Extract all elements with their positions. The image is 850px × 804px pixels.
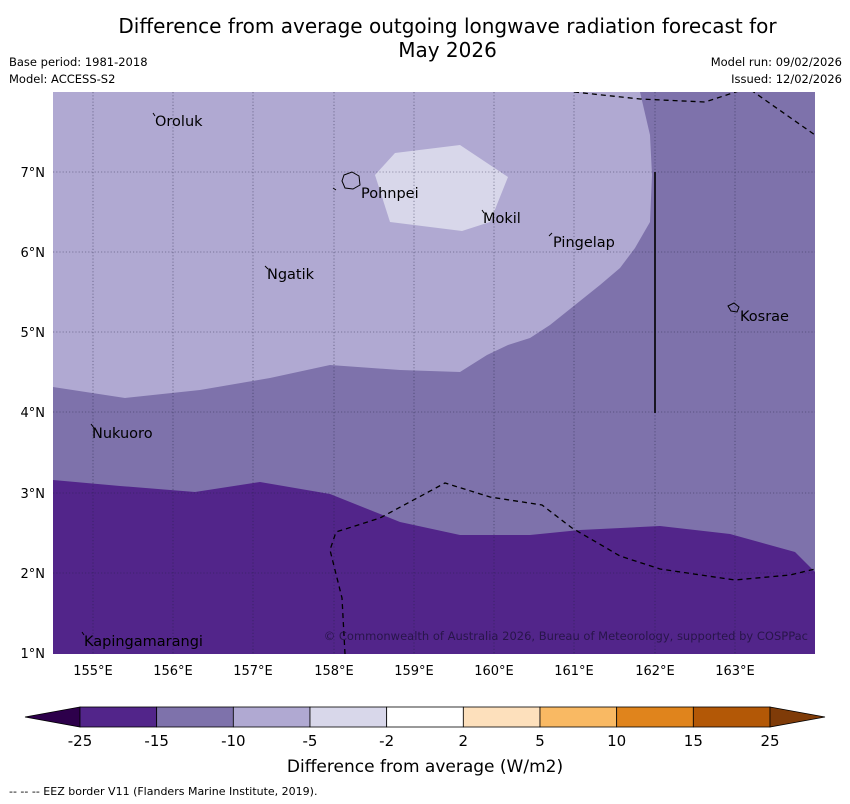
- lat-label: 1°N: [21, 647, 46, 662]
- lon-label: 157°E: [233, 664, 273, 679]
- colorbar-segment: [386, 706, 464, 728]
- lat-label: 3°N: [21, 487, 46, 502]
- lon-label: 161°E: [554, 664, 594, 679]
- label-oroluk: Oroluk: [155, 114, 203, 130]
- label-mokil: Mokil: [483, 211, 521, 227]
- colorbar-segment: [309, 706, 388, 728]
- colorbar-segment: [616, 706, 694, 728]
- label-ngatik: Ngatik: [267, 267, 315, 283]
- lon-label: 159°E: [394, 664, 434, 679]
- label-pohnpei: Pohnpei: [361, 186, 419, 202]
- lat-label: 7°N: [21, 166, 46, 181]
- colorbar-tick-label: 15: [684, 732, 703, 750]
- colorbar-segment: [156, 706, 234, 728]
- region-pale-negative: [375, 145, 508, 231]
- map-panel: Oroluk Pohnpei Mokil Pingelap Ngatik Kos…: [53, 92, 815, 654]
- label-kosrae: Kosrae: [740, 309, 789, 325]
- colorbar-extend-low: [24, 706, 81, 728]
- lon-label: 156°E: [153, 664, 193, 679]
- latitude-labels: 7°N 6°N 5°N 4°N 3°N 2°N 1°N: [21, 166, 46, 662]
- meta-left: Base period: 1981-2018 Model: ACCESS-S2: [9, 54, 148, 88]
- colorbar-segment: [79, 706, 158, 728]
- copyright-text: © Commonwealth of Australia 2026, Bureau…: [324, 629, 808, 643]
- colorbar-segment: [462, 706, 541, 728]
- pohnpei-island-outline: [341, 171, 361, 190]
- kosrae-island-outline: [727, 302, 740, 313]
- colorbar-label: Difference from average (W/m2): [287, 757, 563, 777]
- colorbar-tick-label: -15: [144, 732, 169, 750]
- eez-border-south: [329, 482, 815, 654]
- lat-label: 4°N: [21, 406, 46, 421]
- map-title: Difference from average outgoing longwav…: [0, 14, 850, 62]
- place-labels: Oroluk Pohnpei Mokil Pingelap Ngatik Kos…: [84, 114, 789, 650]
- model-run: Model run: 09/02/2026: [710, 55, 842, 69]
- colorbar-tick-label: 10: [607, 732, 626, 750]
- colorbar-tick-label: -2: [379, 732, 394, 750]
- eez-border-legend: -- -- -- EEZ border V11 (Flanders Marine…: [9, 785, 318, 798]
- colorbar: -25 -15 -10 -5 -2 2 5 10 15 25: [24, 706, 826, 750]
- colorbar-extend-high: [769, 706, 826, 728]
- colorbar-segment: [232, 706, 311, 728]
- label-pingelap: Pingelap: [553, 235, 615, 251]
- lat-label: 6°N: [21, 246, 46, 261]
- title-line-2: May 2026: [398, 38, 497, 62]
- label-kapingamarangi: Kapingamarangi: [84, 634, 203, 650]
- colorbar-tick-label: -25: [68, 732, 93, 750]
- eez-borders: [329, 92, 815, 654]
- base-period: Base period: 1981-2018: [9, 55, 148, 69]
- lon-label: 160°E: [474, 664, 514, 679]
- colorbar-tick-label: 25: [760, 732, 779, 750]
- region-light-negative: [53, 92, 652, 398]
- lat-label: 5°N: [21, 326, 46, 341]
- label-nukuoro: Nukuoro: [92, 426, 153, 442]
- colorbar-tick-label: -5: [303, 732, 318, 750]
- lon-label: 155°E: [73, 664, 113, 679]
- meta-right: Model run: 09/02/2026 Issued: 12/02/2026: [711, 54, 842, 88]
- colorbar-tick-label: 2: [459, 732, 469, 750]
- colorbar-tick-label: 5: [535, 732, 545, 750]
- colorbar-segment: [692, 706, 771, 728]
- longitude-labels: 155°E 156°E 157°E 158°E 159°E 160°E 161°…: [73, 664, 755, 679]
- lon-label: 163°E: [715, 664, 755, 679]
- colorbar-tick-label: -10: [221, 732, 246, 750]
- colorbar-segment: [539, 706, 618, 728]
- lat-label: 2°N: [21, 567, 46, 582]
- title-line-1: Difference from average outgoing longwav…: [118, 14, 777, 38]
- issue-date: Issued: 12/02/2026: [731, 72, 842, 86]
- lon-label: 158°E: [314, 664, 354, 679]
- model-name: Model: ACCESS-S2: [9, 72, 116, 86]
- islands: [81, 112, 740, 636]
- gridlines: [53, 92, 815, 654]
- lon-label: 162°E: [635, 664, 675, 679]
